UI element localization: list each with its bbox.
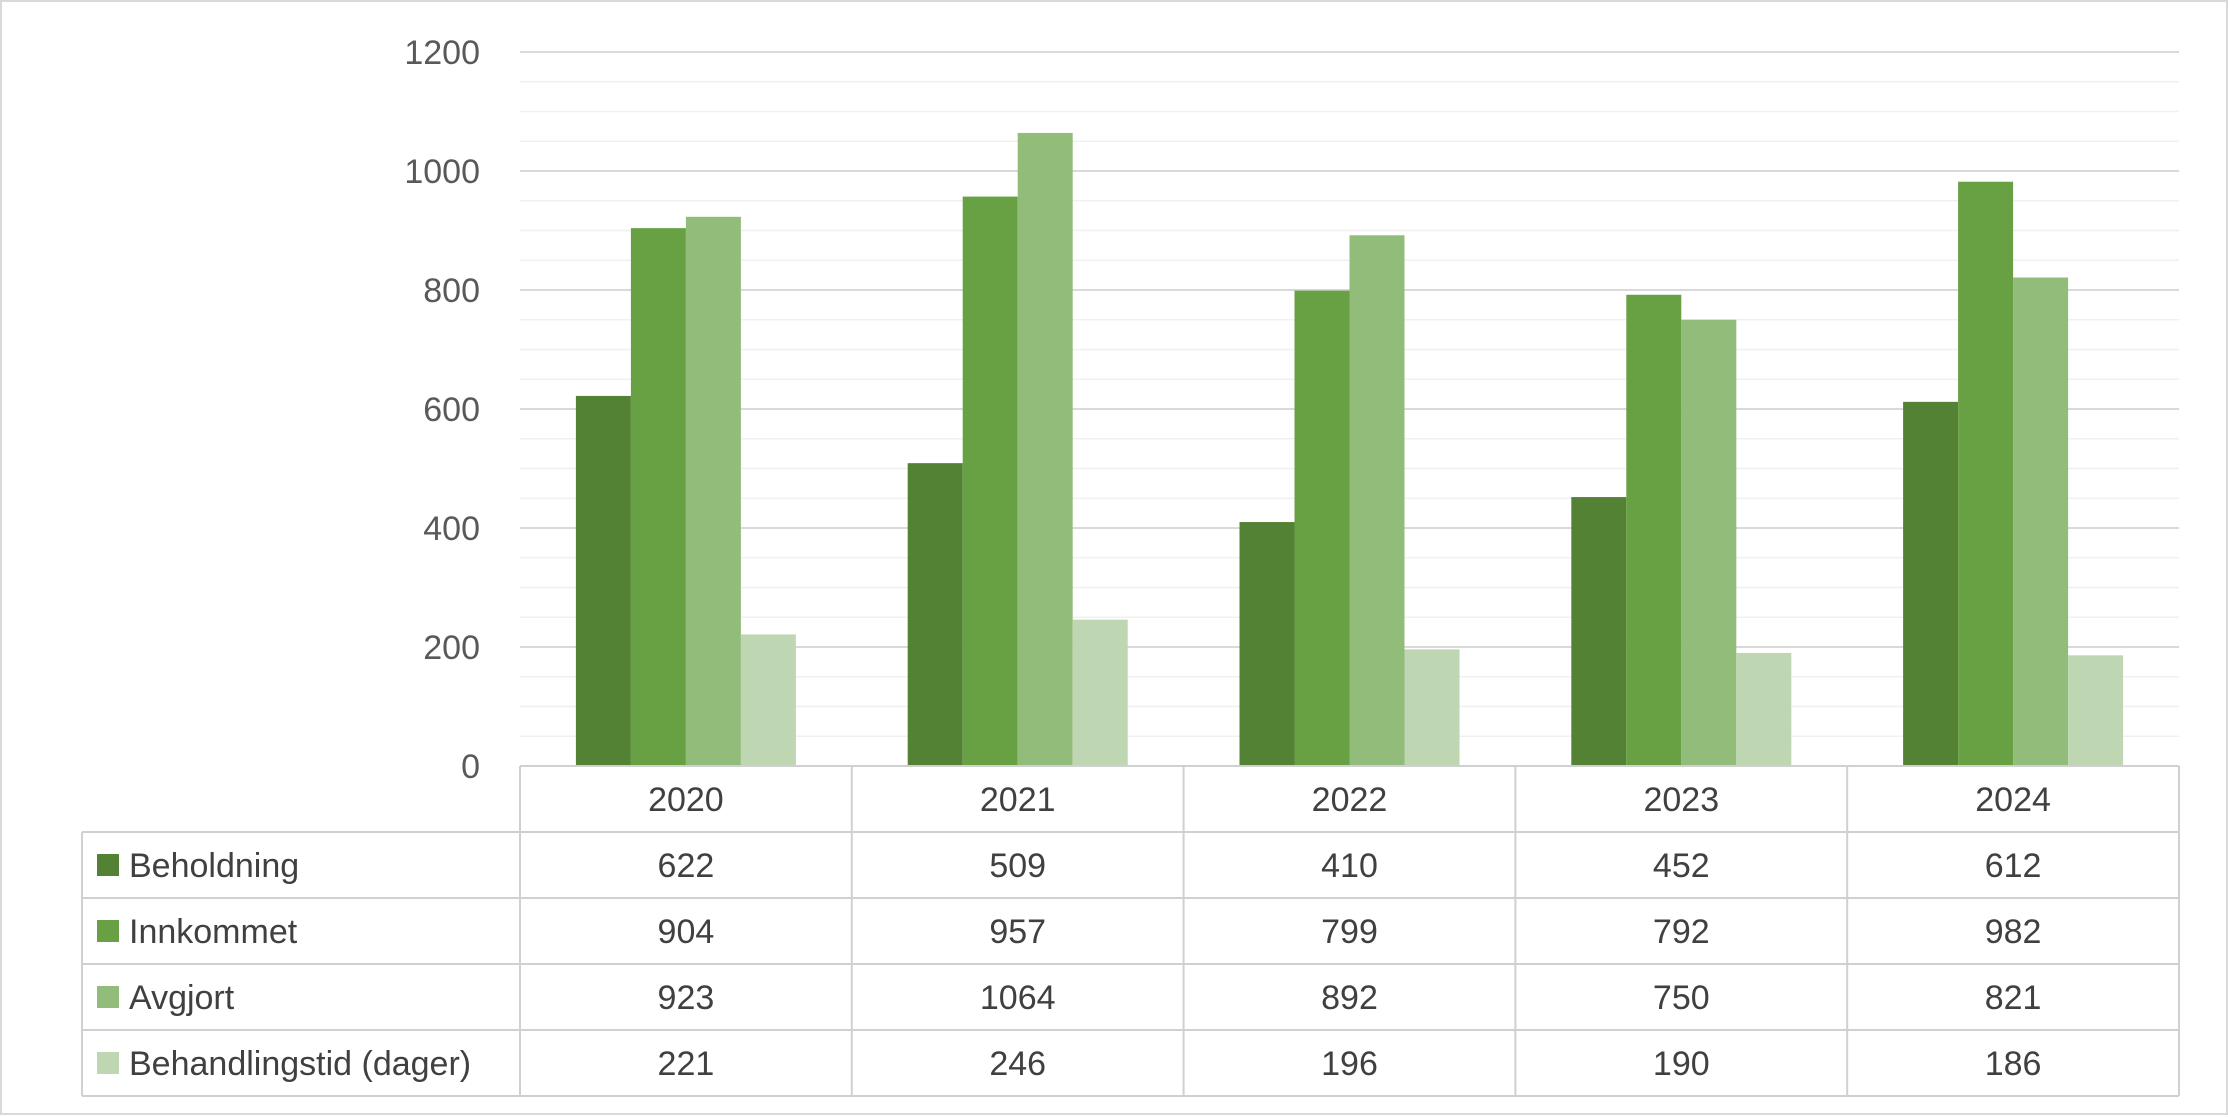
table-cell-value: 750 — [1653, 979, 1710, 1017]
legend-key — [97, 920, 119, 942]
bar-avgjort-2020 — [685, 216, 741, 766]
legend-label: Innkommet — [129, 913, 298, 951]
bar-innkommet-2022 — [1294, 290, 1350, 766]
table-cell-value: 1064 — [980, 979, 1056, 1017]
y-axis: 0 200 400 600 800 1000 1200 — [404, 34, 480, 786]
x-tick-label: 2024 — [1975, 781, 2051, 819]
bar-behandlingstid-2021 — [1072, 619, 1128, 766]
y-tick-label: 0 — [461, 748, 480, 786]
x-tick-label: 2021 — [980, 781, 1056, 819]
bar-beholdning-2024 — [1903, 401, 1959, 766]
bar-behandlingstid-2020 — [740, 634, 796, 766]
table-cell-value: 957 — [989, 913, 1046, 951]
bar-behandlingstid-2024 — [2068, 655, 2124, 766]
bar-innkommet-2020 — [630, 228, 686, 766]
table-cell-value: 246 — [989, 1045, 1046, 1083]
table-cell-value: 612 — [1985, 847, 2042, 885]
bar-beholdning-2023 — [1571, 497, 1627, 766]
table-cell-value: 821 — [1985, 979, 2042, 1017]
table-cell-value: 923 — [658, 979, 715, 1017]
table-cell-value: 196 — [1321, 1045, 1378, 1083]
bar-avgjort-2022 — [1349, 235, 1405, 766]
y-tick-label: 400 — [423, 510, 480, 548]
table-cell-value: 221 — [658, 1045, 715, 1083]
y-tick-label: 600 — [423, 391, 480, 429]
table-cell-value: 892 — [1321, 979, 1378, 1017]
legend-label: Behandlingstid (dager) — [129, 1045, 471, 1083]
bar-avgjort-2021 — [1017, 132, 1073, 767]
bar-innkommet-2021 — [962, 196, 1018, 766]
legend-key — [97, 1052, 119, 1074]
bar-beholdning-2022 — [1239, 522, 1295, 766]
table-cell-value: 792 — [1653, 913, 1710, 951]
bar-avgjort-2023 — [1681, 319, 1737, 766]
table-cell-value: 509 — [989, 847, 1046, 885]
data-table: 2020 2021 2022 2023 2024 Beholdning 622 509 410 4… — [81, 765, 2180, 1097]
legend-key — [97, 854, 119, 876]
x-tick-label: 2022 — [1312, 781, 1388, 819]
bar-beholdning-2020 — [575, 395, 631, 766]
table-cell-value: 190 — [1653, 1045, 1710, 1083]
y-tick-label: 1200 — [404, 34, 480, 72]
table-cell-value: 622 — [658, 847, 715, 885]
table-cell-value: 904 — [658, 913, 715, 951]
table-cell-value: 410 — [1321, 847, 1378, 885]
bars — [575, 132, 2124, 767]
table-cell-value: 452 — [1653, 847, 1710, 885]
y-tick-label: 200 — [423, 629, 480, 667]
table-cell-value: 982 — [1985, 913, 2042, 951]
bar-beholdning-2021 — [907, 463, 963, 766]
bar-avgjort-2024 — [2013, 277, 2069, 766]
x-tick-label: 2020 — [648, 781, 724, 819]
bar-behandlingstid-2023 — [1736, 652, 1792, 766]
table-cell-value: 799 — [1321, 913, 1378, 951]
bar-behandlingstid-2022 — [1404, 649, 1460, 766]
legend-label: Avgjort — [129, 979, 235, 1017]
x-tick-label: 2023 — [1643, 781, 1719, 819]
y-tick-label: 1000 — [404, 153, 480, 191]
bar-innkommet-2024 — [1958, 181, 2014, 766]
bar-innkommet-2023 — [1626, 294, 1682, 766]
legend-label: Beholdning — [129, 847, 299, 885]
y-tick-label: 800 — [423, 272, 480, 310]
table-cell-value: 186 — [1985, 1045, 2042, 1083]
legend-key — [97, 986, 119, 1008]
